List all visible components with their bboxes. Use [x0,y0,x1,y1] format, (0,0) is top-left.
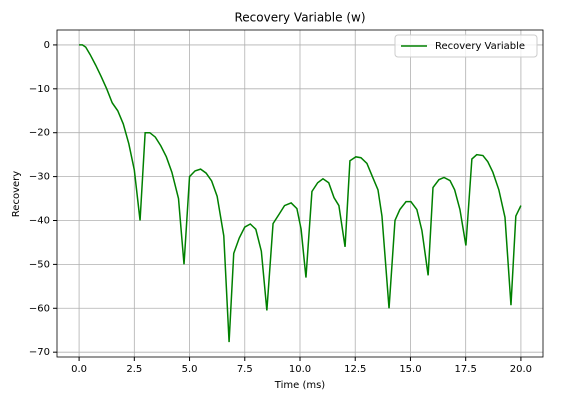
line [79,44,522,343]
y-tick-label: −60 [29,303,50,314]
y-tick-label: −20 [29,128,50,139]
y-tick-label: 0 [44,40,50,51]
x-tick-label: 10.0 [289,364,311,375]
y-tick-label: −40 [29,215,50,226]
x-tick-label: 7.5 [237,364,253,375]
chart-title: Recovery Variable (w) [234,11,365,25]
plot-frame [56,29,544,358]
x-tick-label: 20.0 [510,364,532,375]
x-axis-label: Time (ms) [274,380,326,391]
legend-box [394,34,538,58]
x-tick-label: 17.5 [455,364,477,375]
y-tick-label: −50 [29,259,50,270]
x-tick-label: 5.0 [182,364,198,375]
x-tick-label: 2.5 [126,364,142,375]
y-tick-label: −30 [29,172,50,183]
x-tick-label: 15.0 [399,364,421,375]
legend-label: Recovery Variable [435,41,525,52]
y-tick-label: −70 [29,347,50,358]
y-axis-label: Recovery [11,171,22,217]
x-tick-label: 12.5 [344,364,366,375]
x-tick-label: 0.0 [71,364,87,375]
y-tick-label: −10 [29,84,50,95]
